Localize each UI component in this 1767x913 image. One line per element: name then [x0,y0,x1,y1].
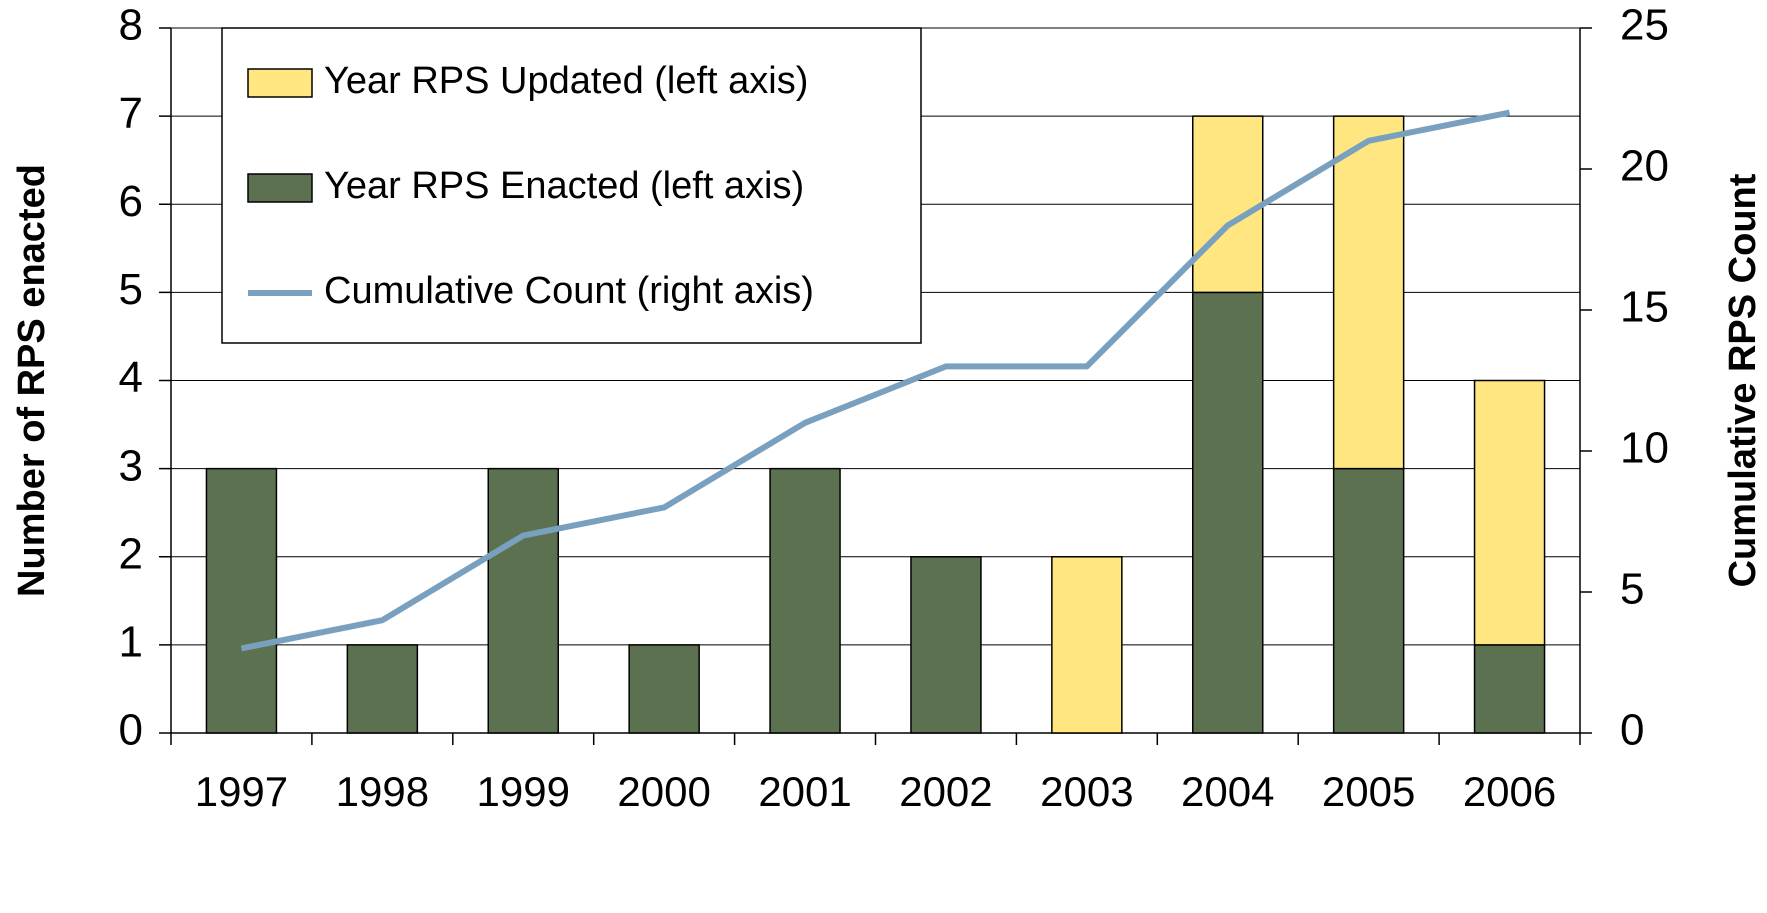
y2-tick-label: 0 [1620,706,1644,755]
legend-swatch [247,68,313,98]
x-tick-label: 2004 [1181,768,1274,815]
bar [487,467,559,734]
legend-swatch [247,173,313,203]
y2-tick-label: 25 [1620,1,1669,50]
bar [1473,379,1546,646]
y2-tick-label: 5 [1620,565,1644,614]
y-tick-label: 1 [119,618,143,667]
y-tick-label: 0 [119,706,143,755]
y-axis-label: Number of RPS enacted [11,164,53,597]
y2-axis-label: Cumulative RPS Count [1722,173,1764,587]
bar [910,556,982,734]
y-tick-label: 6 [119,177,143,226]
y2-tick-label: 10 [1620,424,1669,473]
y2-tick-label: 15 [1620,283,1669,332]
bar [1332,115,1405,470]
line-series [240,109,1511,652]
y2-tick-label: 20 [1620,142,1669,191]
y-tick-label: 8 [119,1,143,50]
legend-label: Cumulative Count (right axis) [324,270,814,312]
legend: Year RPS Updated (left axis) Year RPS Ena… [221,27,922,344]
bar [1192,291,1264,734]
x-tick-label: 2003 [1040,768,1133,815]
bar [1192,115,1264,294]
x-tick-label: 1997 [195,768,288,815]
x-tick-label: 2002 [899,768,992,815]
bar [346,644,419,734]
legend-label: Year RPS Updated (left axis) [324,60,808,102]
y-tick-label: 5 [119,265,143,314]
y-tick-label: 3 [119,441,143,490]
bar [628,644,700,734]
x-tick-label: 1998 [336,768,429,815]
y-tick-label: 4 [119,353,143,402]
bar [769,467,841,734]
bar [1332,467,1405,734]
x-tick-label: 1999 [477,768,570,815]
x-tick-label: 2000 [617,768,710,815]
y-tick-label: 7 [119,89,143,138]
x-tick-label: 2001 [758,768,851,815]
legend-label: Year RPS Enacted (left axis) [324,165,804,207]
y-tick-label: 2 [119,529,143,578]
x-tick-label: 2006 [1463,768,1556,815]
bar [1473,644,1546,734]
bar [1051,556,1123,734]
x-tick-label: 2005 [1322,768,1415,815]
legend-box [221,27,922,344]
bar [205,467,278,734]
